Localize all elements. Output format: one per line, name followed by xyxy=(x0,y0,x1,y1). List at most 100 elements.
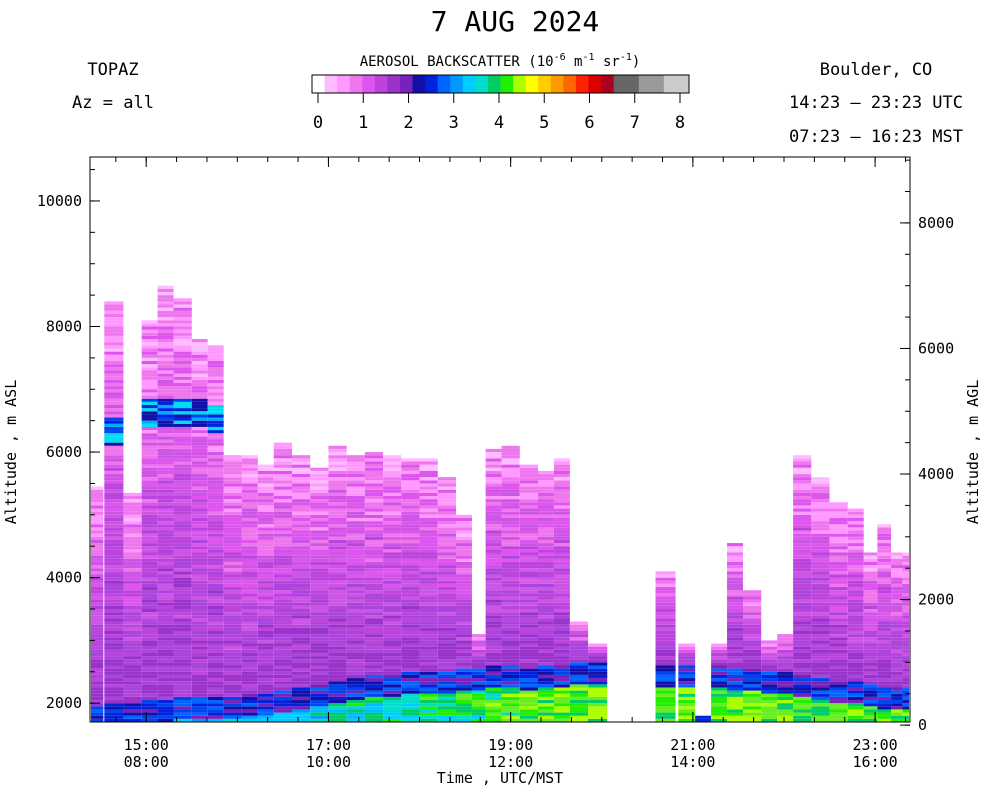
backscatter-cell xyxy=(519,508,538,512)
backscatter-cell xyxy=(346,630,365,635)
backscatter-cell xyxy=(569,709,589,713)
backscatter-cell xyxy=(241,508,258,512)
backscatter-cell xyxy=(455,577,472,581)
backscatter-cell xyxy=(742,612,762,616)
backscatter-cell xyxy=(123,643,142,647)
backscatter-cell xyxy=(141,527,158,531)
backscatter-cell xyxy=(742,696,762,701)
backscatter-cell xyxy=(291,612,311,616)
backscatter-cell xyxy=(537,618,554,622)
backscatter-cell xyxy=(141,646,158,650)
backscatter-cell xyxy=(537,678,554,682)
backscatter-cell xyxy=(419,486,438,490)
backscatter-cell xyxy=(207,590,224,594)
backscatter-cell xyxy=(91,624,104,628)
backscatter-cell xyxy=(537,536,554,540)
backscatter-cell xyxy=(501,681,520,685)
backscatter-cell xyxy=(207,361,224,365)
backscatter-cell xyxy=(501,571,520,575)
backscatter-cell xyxy=(793,508,812,512)
backscatter-cell xyxy=(223,659,242,663)
backscatter-cell xyxy=(678,671,696,675)
backscatter-cell xyxy=(537,530,554,534)
backscatter-cell xyxy=(419,574,438,578)
backscatter-cell xyxy=(123,596,142,600)
backscatter-cell xyxy=(553,637,570,641)
backscatter-cell xyxy=(902,571,909,575)
backscatter-cell xyxy=(811,565,830,569)
backscatter-cell xyxy=(291,671,311,675)
backscatter-cell xyxy=(777,634,794,638)
backscatter-cell xyxy=(437,477,456,481)
backscatter-cell xyxy=(223,524,242,528)
backscatter-cell xyxy=(141,326,158,330)
backscatter-cell xyxy=(191,398,208,402)
backscatter-cell xyxy=(553,496,570,500)
backscatter-cell xyxy=(104,354,124,358)
backscatter-cell xyxy=(383,659,402,663)
backscatter-cell xyxy=(157,298,174,302)
backscatter-cell xyxy=(257,652,274,657)
backscatter-cell xyxy=(207,517,224,522)
backscatter-cell xyxy=(383,590,402,594)
backscatter-cell xyxy=(291,474,311,478)
backscatter-cell xyxy=(401,565,420,569)
backscatter-cell xyxy=(191,605,208,609)
backscatter-cell xyxy=(207,687,224,691)
backscatter-cell xyxy=(877,599,892,603)
backscatter-cell xyxy=(401,587,420,591)
backscatter-cell xyxy=(191,524,208,528)
backscatter-cell xyxy=(419,646,438,650)
backscatter-cell xyxy=(191,552,208,556)
backscatter-cell xyxy=(501,527,520,531)
backscatter-cell xyxy=(104,511,124,515)
backscatter-cell xyxy=(501,665,520,669)
backscatter-cell xyxy=(310,612,329,616)
backscatter-cell xyxy=(419,612,438,616)
backscatter-cell xyxy=(891,715,903,719)
backscatter-cell xyxy=(104,489,124,493)
backscatter-cell xyxy=(346,470,365,475)
backscatter-cell xyxy=(761,718,778,722)
backscatter-cell xyxy=(346,483,365,487)
backscatter-cell xyxy=(501,612,520,616)
backscatter-cell xyxy=(793,524,812,528)
backscatter-cell xyxy=(207,483,224,487)
backscatter-cell xyxy=(310,593,329,597)
backscatter-cell xyxy=(310,539,329,544)
backscatter-cell xyxy=(811,696,830,701)
backscatter-cell xyxy=(588,700,608,704)
y-axis-label-left: Altitude , m ASL xyxy=(2,380,20,525)
backscatter-cell xyxy=(207,389,224,393)
time-range-utc: 14:23 – 23:23 UTC xyxy=(789,93,963,113)
backscatter-cell xyxy=(173,552,192,556)
backscatter-cell xyxy=(419,703,438,707)
backscatter-cell xyxy=(273,690,292,694)
backscatter-cell xyxy=(401,568,420,572)
backscatter-cell xyxy=(207,681,224,685)
backscatter-cell xyxy=(207,693,224,697)
backscatter-cell xyxy=(877,646,892,650)
backscatter-cell xyxy=(291,565,311,569)
backscatter-cell xyxy=(711,681,728,685)
backscatter-cell xyxy=(364,596,384,600)
backscatter-cell xyxy=(141,555,158,559)
backscatter-cell xyxy=(207,674,224,679)
backscatter-cell xyxy=(346,549,365,553)
backscatter-cell xyxy=(727,580,743,584)
backscatter-cell xyxy=(655,718,676,722)
backscatter-cell xyxy=(501,593,520,597)
backscatter-cell xyxy=(455,693,472,697)
backscatter-cell xyxy=(173,718,192,722)
backscatter-cell xyxy=(847,627,864,631)
backscatter-cell xyxy=(173,640,192,644)
backscatter-cell xyxy=(485,593,502,597)
backscatter-cell xyxy=(273,467,292,471)
backscatter-cell xyxy=(519,546,538,550)
backscatter-cell xyxy=(655,605,676,609)
backscatter-cell xyxy=(519,668,538,672)
backscatter-cell xyxy=(537,646,554,650)
backscatter-cell xyxy=(471,696,486,701)
backscatter-cell xyxy=(207,417,224,421)
backscatter-cell xyxy=(173,376,192,380)
